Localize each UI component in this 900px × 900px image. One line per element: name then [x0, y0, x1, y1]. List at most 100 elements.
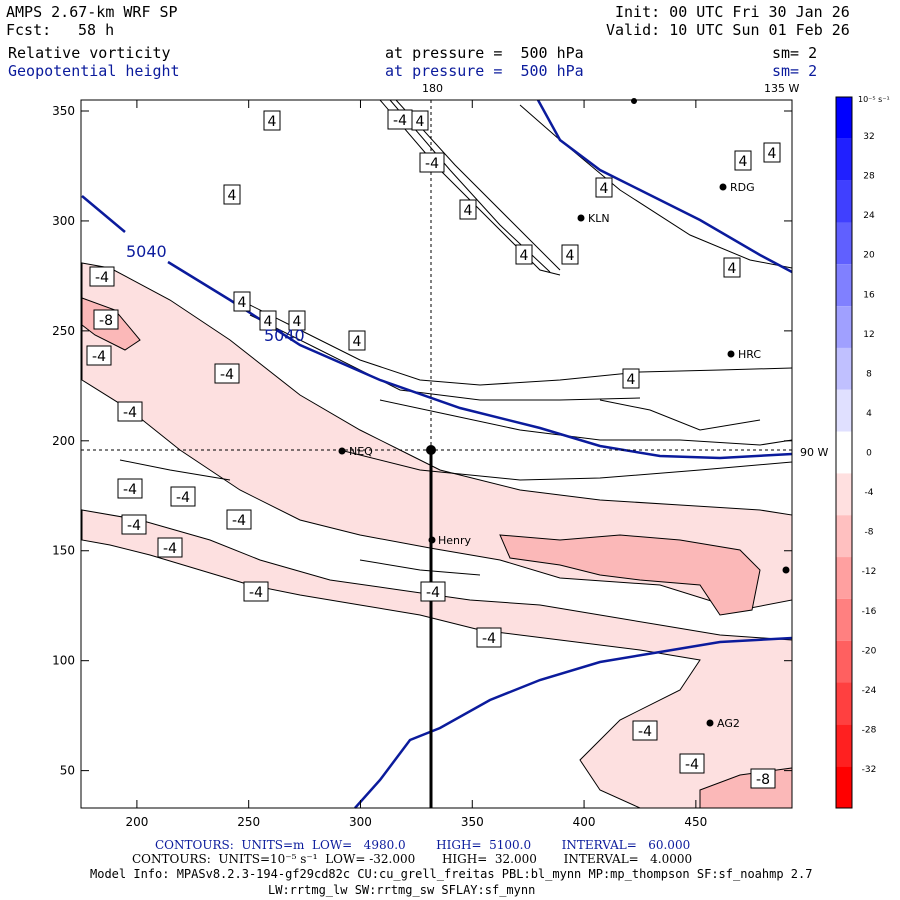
contour-label: -4 — [426, 585, 440, 601]
contour-label-box — [121, 514, 147, 535]
station-dot-rdg — [719, 183, 727, 191]
colorbar-level: -16 — [862, 607, 877, 617]
contour-label: -4 — [249, 585, 263, 601]
label-135w: 135 W — [764, 82, 799, 95]
contour-label: -8 — [756, 772, 770, 788]
y-tick-label: 300 — [52, 214, 75, 228]
field1-name: Relative vorticity — [8, 44, 171, 62]
colorbar-level: 24 — [863, 211, 875, 221]
contour-label: 4 — [268, 114, 277, 130]
colorbar-swatch — [836, 180, 852, 223]
contour-label-box — [170, 486, 196, 507]
x-tick-label: 350 — [461, 815, 484, 829]
y-tick-label: 100 — [52, 654, 75, 668]
model-info-2: LW:rrtmg_lw SW:rrtmg_sw SFLAY:sf_mynn — [268, 883, 536, 897]
colorbar-swatch — [836, 598, 852, 641]
contour-label: 4 — [566, 248, 575, 264]
contour-label-box — [348, 330, 366, 351]
y-tick-label: 250 — [52, 324, 75, 338]
x-tick-label: 200 — [125, 815, 148, 829]
station-hrc: HRC — [738, 348, 761, 361]
station-dot-hrc — [727, 350, 735, 358]
colorbar-swatch — [836, 347, 852, 390]
contour-label-box — [622, 368, 640, 389]
colorbar-level: 8 — [866, 369, 872, 379]
contour-label-box — [723, 257, 741, 278]
label-90w: 90 W — [800, 446, 828, 459]
station-henry: Henry — [438, 534, 472, 547]
vorticity-contours — [119, 99, 793, 576]
model-info: Model Info: MPASv8.2.3-194-gf29cd82c CU:… — [90, 867, 813, 881]
contour-label: -4 — [638, 724, 652, 740]
contour-label: -4 — [95, 270, 109, 286]
colorbar-level: -32 — [862, 765, 877, 775]
contour-label: -4 — [393, 113, 407, 129]
contour-label-box — [89, 266, 115, 287]
contour-label-box — [561, 244, 579, 265]
contour-label-box — [259, 310, 277, 331]
contour-label-box — [679, 753, 705, 774]
contour-label-box — [86, 345, 112, 366]
contour-label: 4 — [264, 314, 273, 330]
x-tick-label: 450 — [684, 815, 707, 829]
station-dot-ag2 — [706, 719, 714, 727]
contour-label: 4 — [627, 372, 636, 388]
height-label-5040-b: 5040 — [264, 326, 305, 345]
y-tick-label: 150 — [52, 544, 75, 558]
station-dot-edge — [782, 566, 790, 574]
x-tick-label: 400 — [573, 815, 596, 829]
contour-label: -4 — [163, 541, 177, 557]
colorbar-swatch — [836, 640, 852, 683]
contour-label-box — [243, 581, 269, 602]
colorbar-level: 20 — [863, 251, 875, 261]
contour-label: 4 — [600, 181, 609, 197]
contour-label-box — [117, 401, 143, 422]
station-rdg: RDG — [730, 181, 755, 194]
y-axis: 50 100 150 200 250 300 350 — [52, 104, 792, 778]
contour-label: -8 — [99, 313, 113, 329]
colorbar-level: -4 — [865, 488, 874, 498]
colorbar-level: 32 — [863, 132, 874, 142]
colorbar-level: -28 — [862, 725, 877, 735]
contour-labels: 4 4 4 4 4 4 4 4 4 4 4 4 4 4 4 -4 -4 -4 -4 -4 -4 -4 -4 -4 -4 -4 -4 -… — [86, 109, 781, 789]
colorbar-swatch — [836, 431, 852, 474]
contour-label-box — [420, 581, 446, 602]
colorbar-level: -12 — [862, 567, 877, 577]
field2-level: at pressure = 500 hPa — [385, 62, 584, 80]
field2-name: Geopotential height — [8, 62, 180, 80]
contour-label: -4 — [123, 405, 137, 421]
y-tick-label: 350 — [52, 104, 75, 118]
contour-label: -4 — [127, 518, 141, 534]
contour-label: 4 — [353, 334, 362, 350]
colorbar-swatch — [836, 766, 852, 808]
x-tick-label: 300 — [349, 815, 372, 829]
colorbar-title: 10⁻⁵ s⁻¹ — [858, 95, 890, 104]
contour-label-box — [117, 478, 143, 499]
colorbar-swatch — [836, 557, 852, 599]
contour-label: 4 — [238, 295, 247, 311]
contour-label-box — [387, 109, 413, 130]
station-dot-kln — [577, 214, 585, 222]
colorbar-level: 28 — [863, 172, 875, 182]
valid-time: Valid: 10 UTC Sun 01 Feb 26 — [606, 21, 850, 39]
station-kln: KLN — [588, 212, 610, 225]
contour-label: 4 — [228, 188, 237, 204]
stations: RDG KLN HRC NEQ Henry AG2 — [338, 98, 790, 730]
contour-label: -4 — [123, 482, 137, 498]
colorbar-swatch — [836, 97, 852, 139]
contour-label-box — [632, 720, 658, 741]
height-5040-north — [536, 99, 793, 274]
contour-label-box — [288, 310, 306, 331]
contour-label: 4 — [728, 261, 737, 277]
y-tick-label: 200 — [52, 434, 75, 448]
contour-label: -4 — [685, 757, 699, 773]
station-dot-henry — [428, 536, 436, 544]
contour-label-box — [515, 244, 533, 265]
contour-label-box — [763, 142, 781, 163]
x-axis: 200 250 300 350 400 450 — [125, 100, 707, 829]
contour-label: 4 — [416, 114, 425, 130]
station-ag2: AG2 — [717, 717, 740, 730]
contour-label: -4 — [482, 631, 496, 647]
contour-label-box — [233, 291, 251, 312]
colorbar-level: 0 — [866, 449, 872, 459]
